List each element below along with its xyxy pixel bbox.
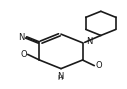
Text: O: O bbox=[20, 50, 27, 59]
Text: O: O bbox=[95, 61, 102, 70]
Text: N: N bbox=[19, 33, 25, 42]
Text: H: H bbox=[58, 74, 63, 81]
Text: N: N bbox=[86, 37, 92, 46]
Text: N: N bbox=[57, 72, 64, 81]
